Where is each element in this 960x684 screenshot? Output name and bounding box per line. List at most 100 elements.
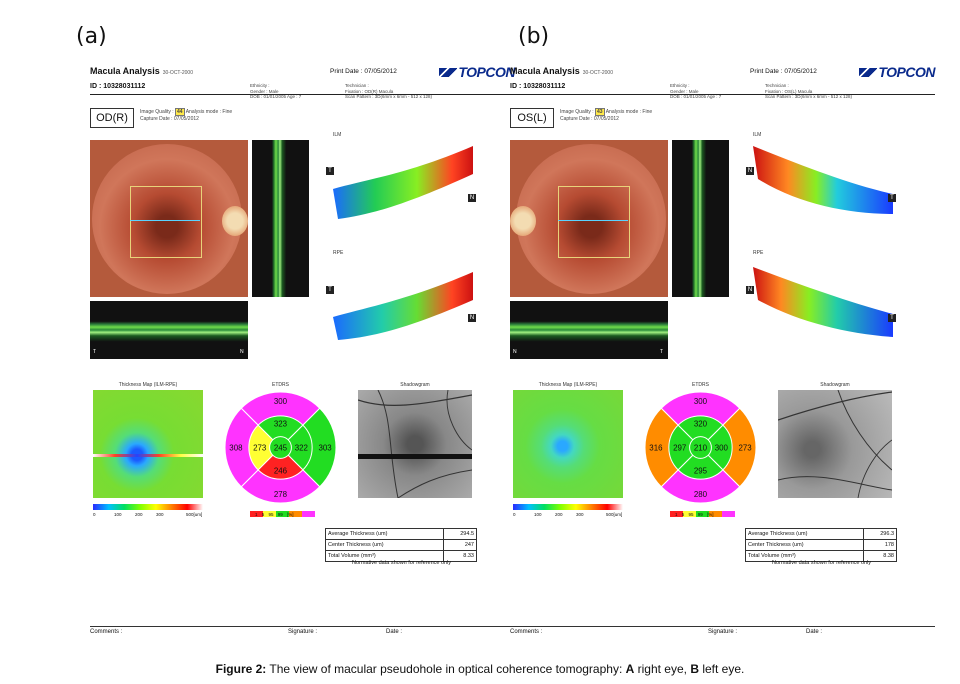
etdrs-inner-temporal-value: 300 <box>715 443 729 452</box>
etdrs-color-scale <box>250 504 315 522</box>
etdrs-outer-temporal-value: 273 <box>738 443 752 452</box>
etdrs-inner-nasal <box>699 424 733 471</box>
rpe-label: RPE <box>333 250 344 256</box>
etdrs-inner-inferior <box>257 446 304 480</box>
thickness-color-scale <box>513 504 623 510</box>
thickness-map-title: Thickness Map (ILM-RPE) <box>118 382 178 388</box>
comments-label: Comments : <box>90 629 123 635</box>
report-left-eye: Macula Analysis 30-OCT-2000 Print Date : … <box>510 64 935 635</box>
etdrs-inner-temporal <box>668 424 702 471</box>
table-row: Total Volume (mm³) 8.33 <box>325 550 477 562</box>
etdrs-center <box>689 436 712 459</box>
report-right-eye: Macula Analysis 30-OCT-2000 Print Date : … <box>90 64 515 635</box>
signature-label: Signature : <box>288 629 318 635</box>
etdrs-inner-superior-value: 320 <box>694 420 708 429</box>
print-date: Print Date : 07/05/2012 <box>750 68 817 75</box>
report-title: Macula Analysis 30-OCT-2000 <box>510 66 613 76</box>
etdrs-inner-nasal-value: 322 <box>295 443 308 452</box>
etdrs-inner-superior <box>677 415 724 449</box>
rpe-side-tag: T <box>888 314 896 322</box>
panel-label-b: (b) <box>518 24 550 49</box>
etdrs-outer-inferior-value: 278 <box>274 490 288 499</box>
etdrs-center-value: 245 <box>274 443 288 452</box>
ilm-label: ILM <box>753 132 762 138</box>
etdrs-outer-nasal-value: 316 <box>649 443 663 452</box>
topcon-logo: TOPCON <box>439 64 515 80</box>
etdrs-scale-ticks: 1 5 95 99 [%] <box>255 512 294 517</box>
rpe-side-tag: N <box>746 286 754 294</box>
patient-id: ID : 10328031112 <box>510 83 566 90</box>
normative-note: Normative data shown for reference only <box>772 560 872 566</box>
shadowgram-vessels <box>358 390 472 498</box>
topcon-swoosh-icon <box>859 68 878 77</box>
ilm-side-tag: N <box>468 194 476 202</box>
etdrs-inner-superior-value: 323 <box>274 420 288 429</box>
thickness-map <box>93 390 203 498</box>
scan-line <box>558 220 628 221</box>
thickness-metrics-table: Average Thickness (um) 294.5 Center Thick… <box>325 528 477 562</box>
etdrs-title: ETDRS <box>692 382 709 388</box>
ilm-side-tag: T <box>888 194 896 202</box>
ilm-label: ILM <box>333 132 342 138</box>
thickness-metrics-table: Average Thickness (um) 296.3 Center Thick… <box>745 528 897 562</box>
thickness-color-scale <box>93 504 203 510</box>
optic-disc <box>510 206 536 236</box>
etdrs-inner-temporal-value: 273 <box>253 443 267 452</box>
topcon-swoosh-icon <box>439 68 458 77</box>
signature-label: Signature : <box>708 629 738 635</box>
ilm-surface-3d <box>333 146 473 219</box>
rpe-side-tag: T <box>326 286 334 294</box>
horizontal-bscan <box>90 301 248 359</box>
rpe-surface-3d <box>753 267 893 337</box>
report-header: Macula Analysis 30-OCT-2000 Print Date : … <box>510 64 935 99</box>
etdrs-inner-nasal <box>279 424 313 471</box>
fundus-photo <box>510 140 668 297</box>
shadowgram-image <box>358 390 472 498</box>
bscan-side-label: N <box>240 349 244 355</box>
comments-label: Comments : <box>510 629 543 635</box>
etdrs-outer-temporal-value: 308 <box>229 443 243 452</box>
date-label: Date : <box>806 629 823 635</box>
patient-meta: Ethnicity : Gender : Male DOB : 01/01/2005… <box>670 83 722 99</box>
etdrs-scale-ticks: 1 5 95 99 [%] <box>675 512 714 517</box>
date-label: Date : <box>386 629 403 635</box>
horizontal-bscan <box>510 301 668 359</box>
table-row: Total Volume (mm³) 8.38 <box>745 550 897 562</box>
report-footer: Comments : Signature : Date : <box>90 626 515 635</box>
etdrs-chart: 300 273 280 316 320 300 295 297 210 <box>645 392 756 503</box>
vertical-bscan <box>252 140 309 297</box>
table-row: Center Thickness (um) 247 <box>325 539 477 551</box>
report-header: Macula Analysis 30-OCT-2000 Print Date : … <box>90 64 515 99</box>
patient-meta: Ethnicity : Gender : Male DOB : 01/01/2005… <box>250 83 302 99</box>
image-quality: Image Quality : 44 Analysis mode : Fine … <box>140 108 233 122</box>
fundus-photo <box>90 140 248 297</box>
shadowgram-vessels <box>778 390 892 498</box>
etdrs-outer-superior-value: 300 <box>694 397 708 406</box>
etdrs-title: ETDRS <box>272 382 289 388</box>
bscan-side-label: T <box>660 349 664 355</box>
report-footer: Comments : Signature : Date : <box>510 626 935 635</box>
scan-meta: Technician : Fixation : OD(R) Macula Scan … <box>345 83 433 99</box>
rpe-side-tag: N <box>468 314 476 322</box>
ilm-surface-3d <box>753 146 893 214</box>
shadowgram-image <box>778 390 892 498</box>
scan-region-box <box>558 186 630 258</box>
etdrs-inner-inferior-value: 246 <box>274 466 288 475</box>
etdrs-center-value: 210 <box>694 443 708 452</box>
etdrs-outer-superior-value: 300 <box>274 397 288 406</box>
normative-note: Normative data shown for reference only <box>352 560 452 566</box>
report-title: Macula Analysis 30-OCT-2000 <box>90 66 193 76</box>
optic-disc <box>222 206 248 236</box>
etdrs-inner-inferior-value: 295 <box>694 466 708 475</box>
ilm-side-tag: N <box>746 167 754 175</box>
scan-region-box <box>130 186 202 258</box>
ilm-side-tag: T <box>326 167 334 175</box>
table-row: Center Thickness (um) 178 <box>745 539 897 551</box>
thickness-map <box>513 390 623 498</box>
eye-label: OS(L) <box>510 108 554 128</box>
etdrs-center <box>269 436 292 459</box>
print-date: Print Date : 07/05/2012 <box>330 68 397 75</box>
panel-label-a: (a) <box>76 24 107 49</box>
etdrs-inner-nasal-value: 297 <box>673 443 686 452</box>
image-quality: Image Quality : 43 Analysis mode : Fine … <box>560 108 653 122</box>
